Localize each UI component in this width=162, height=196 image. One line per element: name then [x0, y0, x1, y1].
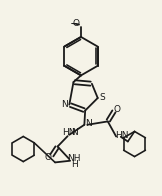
Text: NH: NH: [67, 153, 81, 162]
Text: N: N: [71, 128, 78, 137]
Text: HN: HN: [62, 128, 75, 137]
Text: O: O: [73, 19, 80, 28]
Text: N: N: [85, 119, 92, 128]
Text: HN: HN: [115, 132, 128, 141]
Text: O: O: [114, 105, 121, 114]
Text: S: S: [100, 93, 106, 102]
Text: H: H: [71, 160, 78, 169]
Text: O: O: [45, 153, 52, 162]
Text: N: N: [61, 100, 68, 109]
